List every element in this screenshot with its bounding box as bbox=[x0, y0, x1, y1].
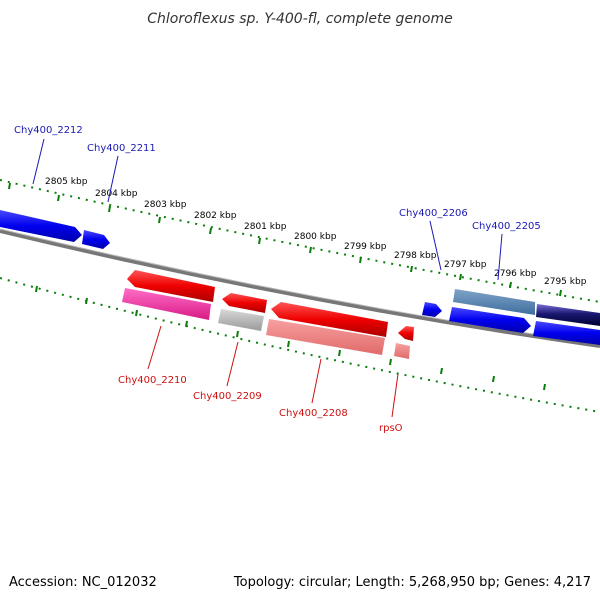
reverse-scale bbox=[0, 277, 600, 413]
kbp-tick bbox=[559, 289, 562, 297]
label-chy400-2210: Chy400_2210 bbox=[118, 375, 187, 386]
label-leader bbox=[32, 138, 45, 185]
gene-reverse-3[interactable] bbox=[271, 302, 388, 337]
label-leader bbox=[497, 233, 503, 281]
label-leader bbox=[391, 373, 399, 418]
kbp-tick bbox=[492, 375, 495, 383]
reverse-scale-line bbox=[0, 277, 600, 413]
kbp-label: 2800 kbp bbox=[294, 232, 337, 242]
gene-chy400-2206[interactable] bbox=[453, 289, 535, 315]
reverse-genes bbox=[122, 270, 414, 359]
reverse-gene-labels: Chy400_2210 Chy400_2209 Chy400_2208 rpsO bbox=[118, 325, 403, 434]
kbp-tick bbox=[359, 256, 362, 264]
kbp-label: 2804 kbp bbox=[95, 189, 138, 199]
label-chy400-2212: Chy400_2212 bbox=[14, 125, 83, 136]
label-chy400-2206: Chy400_2206 bbox=[399, 208, 468, 219]
label-chy400-2209: Chy400_2209 bbox=[193, 391, 262, 402]
kbp-tick bbox=[108, 205, 111, 213]
kbp-labels: 2805 kbp 2804 kbp 2803 kbp 2802 kbp 2801… bbox=[45, 177, 587, 287]
label-chy400-2205: Chy400_2205 bbox=[472, 221, 541, 232]
kbp-tick bbox=[410, 265, 413, 273]
kbp-tick bbox=[543, 383, 546, 391]
gene-chy400-2209[interactable] bbox=[218, 309, 264, 331]
kbp-tick bbox=[389, 358, 392, 366]
label-chy400-2208: Chy400_2208 bbox=[279, 408, 348, 419]
gene-reverse-4[interactable] bbox=[398, 326, 414, 341]
accession-text: Accession: NC_012032 bbox=[9, 575, 157, 590]
kbp-tick bbox=[258, 237, 261, 245]
kbp-label: 2803 kbp bbox=[144, 200, 187, 210]
forward-gene-labels: Chy400_2212 Chy400_2211 Chy400_2206 Chy4… bbox=[14, 125, 541, 281]
topology-summary: Topology: circular; Length: 5,268,950 bp… bbox=[233, 575, 591, 590]
kbp-label: 2801 kbp bbox=[244, 222, 287, 232]
kbp-label: 2795 kbp bbox=[544, 277, 587, 287]
gene-forward-small[interactable] bbox=[422, 302, 442, 317]
gene-chy400-2208[interactable] bbox=[266, 319, 385, 355]
gene-rpso[interactable] bbox=[394, 343, 410, 359]
label-leader bbox=[226, 341, 239, 387]
gene-chy400-2210[interactable] bbox=[122, 288, 211, 320]
kbp-tick bbox=[35, 285, 38, 293]
kbp-tick bbox=[309, 246, 312, 254]
kbp-label: 2796 kbp bbox=[494, 269, 537, 279]
kbp-tick bbox=[236, 330, 239, 338]
gene-reverse-2[interactable] bbox=[222, 293, 267, 313]
kbp-tick bbox=[440, 367, 443, 375]
kbp-tick bbox=[185, 320, 188, 328]
label-rpso: rpsO bbox=[379, 423, 403, 434]
kbp-tick bbox=[338, 349, 341, 357]
kbp-tick bbox=[57, 194, 60, 202]
label-chy400-2211: Chy400_2211 bbox=[87, 143, 156, 154]
gene-forward-right-2[interactable] bbox=[533, 321, 600, 345]
kbp-tick bbox=[8, 182, 11, 190]
label-leader bbox=[147, 325, 162, 370]
kbp-label: 2797 kbp bbox=[444, 260, 487, 270]
gene-reverse-1[interactable] bbox=[127, 270, 215, 302]
kbp-tick bbox=[135, 309, 138, 317]
gene-chy400-2212[interactable] bbox=[0, 210, 82, 242]
kbp-tick bbox=[459, 273, 462, 281]
gene-chy400-2211[interactable] bbox=[82, 230, 110, 249]
label-leader bbox=[107, 155, 119, 203]
kbp-label: 2805 kbp bbox=[45, 177, 88, 187]
kbp-tick bbox=[158, 216, 161, 224]
kbp-label: 2799 kbp bbox=[344, 242, 387, 252]
kbp-tick bbox=[85, 297, 88, 305]
forward-genes bbox=[0, 210, 600, 345]
label-leader bbox=[311, 358, 322, 404]
genome-backbone bbox=[0, 229, 600, 348]
forward-scale bbox=[0, 179, 600, 303]
gene-forward-right-1[interactable] bbox=[449, 307, 531, 333]
map-title: Chloroflexus sp. Y-400-fl, complete geno… bbox=[147, 11, 453, 27]
kbp-tick bbox=[509, 281, 512, 289]
kbp-label: 2802 kbp bbox=[194, 211, 237, 221]
label-leader bbox=[429, 220, 442, 271]
kbp-label: 2798 kbp bbox=[394, 251, 437, 261]
gene-chy400-2205[interactable] bbox=[536, 304, 600, 326]
kbp-tick bbox=[287, 340, 290, 348]
kbp-tick bbox=[209, 227, 212, 235]
